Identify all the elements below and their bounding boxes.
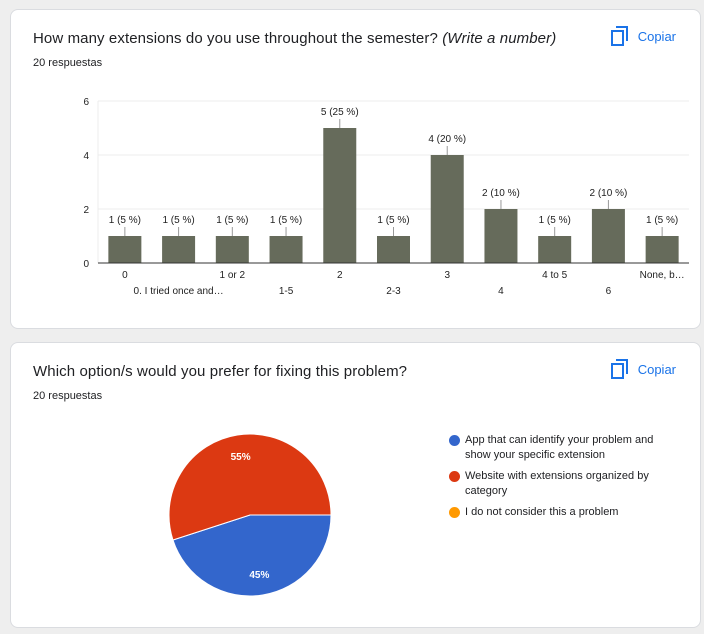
copy-icon bbox=[610, 26, 628, 46]
pie-slice-label: 45% bbox=[249, 570, 269, 581]
x-category-label: None, b… bbox=[640, 270, 685, 281]
legend-item: Website with extensions organized by cat… bbox=[449, 469, 664, 499]
copy-label: Copiar bbox=[637, 361, 676, 377]
data-label: 1 (5 %) bbox=[377, 215, 409, 226]
copy-icon bbox=[610, 359, 628, 379]
data-label: 1 (5 %) bbox=[109, 215, 141, 226]
x-category-label: 1-5 bbox=[279, 286, 294, 297]
pie-slice-label: 55% bbox=[231, 452, 251, 463]
bar bbox=[269, 236, 303, 263]
data-label: 1 (5 %) bbox=[162, 215, 194, 226]
data-label: 1 (5 %) bbox=[270, 215, 302, 226]
x-category-label: 2 bbox=[337, 270, 343, 281]
x-category-label: 2-3 bbox=[386, 286, 401, 297]
legend-swatch bbox=[449, 507, 460, 518]
bar-chart: 0 2 4 6 1 (5 %) 0 1 (5 %) 0. I tried once and… 1… bbox=[83, 97, 689, 297]
bar bbox=[323, 128, 357, 263]
data-label: 1 (5 %) bbox=[216, 215, 248, 226]
legend-item: App that can identify your problem and s… bbox=[449, 433, 664, 463]
bar bbox=[538, 236, 572, 263]
legend-label: App that can identify your problem and s… bbox=[465, 434, 654, 461]
legend-swatch bbox=[449, 435, 460, 446]
pie-slice bbox=[172, 514, 332, 597]
data-label: 2 (10 %) bbox=[590, 188, 628, 199]
question-card-fix-option: Which option/s would you prefer for fixi… bbox=[10, 342, 701, 628]
response-count: 20 respuestas bbox=[33, 390, 103, 402]
copy-chart-button[interactable]: Copiar bbox=[610, 26, 676, 46]
data-label: 5 (25 %) bbox=[321, 107, 359, 118]
legend-swatch bbox=[449, 471, 460, 482]
pie-chart: 45% 55% bbox=[168, 433, 332, 597]
bar bbox=[591, 209, 625, 263]
response-count: 20 respuestas bbox=[33, 57, 103, 69]
x-category-label: 4 to 5 bbox=[542, 270, 567, 281]
bar bbox=[215, 236, 249, 263]
question-title: How many extensions do you use throughou… bbox=[33, 30, 556, 47]
question-title-text: How many extensions do you use throughou… bbox=[33, 30, 438, 47]
y-tick-label: 2 bbox=[83, 205, 89, 216]
legend-label: Website with extensions organized by cat… bbox=[465, 470, 649, 497]
pie-legend: App that can identify your problem and s… bbox=[449, 433, 664, 526]
legend-item: I do not consider this a problem bbox=[449, 505, 664, 520]
x-category-label: 1 or 2 bbox=[220, 270, 246, 281]
data-label: 4 (20 %) bbox=[428, 134, 466, 145]
copy-chart-button[interactable]: Copiar bbox=[610, 359, 676, 379]
bar bbox=[108, 236, 142, 263]
question-title-hint: (Write a number) bbox=[442, 30, 557, 47]
bar bbox=[645, 236, 679, 263]
copy-label: Copiar bbox=[637, 28, 676, 44]
bar bbox=[162, 236, 196, 263]
question-title: Which option/s would you prefer for fixi… bbox=[33, 363, 407, 380]
data-label: 1 (5 %) bbox=[539, 215, 571, 226]
pie-slice bbox=[168, 433, 332, 541]
x-category-label: 4 bbox=[498, 286, 504, 297]
x-category-label: 6 bbox=[606, 286, 612, 297]
x-category-label: 3 bbox=[444, 270, 450, 281]
x-category-label: 0 bbox=[122, 270, 128, 281]
bar bbox=[484, 209, 518, 263]
legend-label: I do not consider this a problem bbox=[465, 506, 619, 518]
bar bbox=[430, 155, 464, 263]
y-tick-label: 0 bbox=[83, 259, 89, 270]
x-category-label: 0. I tried once and… bbox=[134, 286, 224, 297]
y-tick-label: 6 bbox=[83, 97, 89, 108]
question-title-text: Which option/s would you prefer for fixi… bbox=[33, 363, 408, 380]
data-label: 1 (5 %) bbox=[646, 215, 678, 226]
bar bbox=[377, 236, 410, 263]
question-card-extensions-count: How many extensions do you use throughou… bbox=[10, 9, 701, 329]
data-label: 2 (10 %) bbox=[482, 188, 520, 199]
y-tick-label: 4 bbox=[83, 151, 89, 162]
